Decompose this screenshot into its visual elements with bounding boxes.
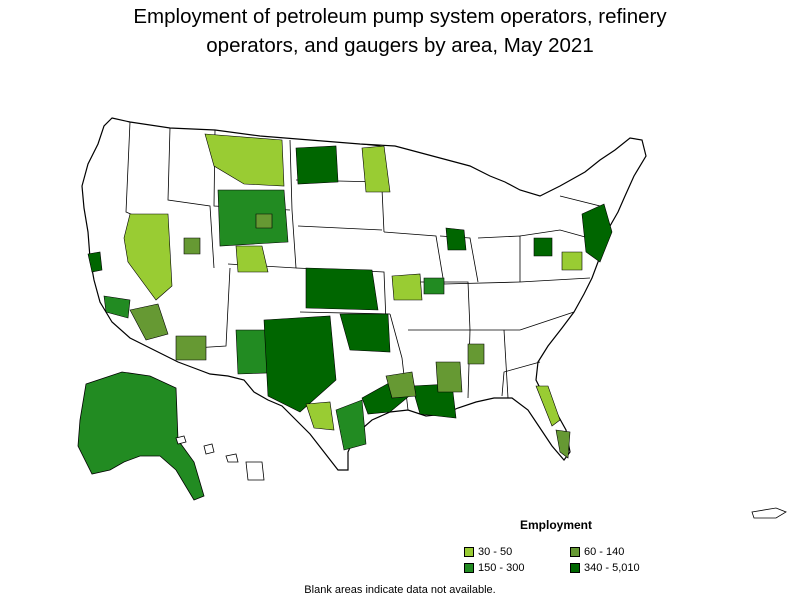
area-west-texas-340 <box>263 315 337 413</box>
area-texas-150-300 <box>335 399 367 451</box>
area-kansas-oklahoma-340 <box>305 267 379 311</box>
puerto-rico-shape <box>751 507 787 519</box>
area-bay-area-340 <box>87 251 103 273</box>
area-wyoming-150-300 <box>217 189 289 247</box>
area-south-texas-30-50 <box>305 401 335 431</box>
title-line-2: operators, and gaugers by area, May 2021 <box>206 34 594 57</box>
legend-label-30-50: 30 - 50 <box>478 546 513 558</box>
area-virginia-30-50 <box>561 251 583 271</box>
legend-label-60-140: 60 - 140 <box>584 546 625 558</box>
title-line-1: Employment of petroleum pump system oper… <box>133 5 667 28</box>
hawaii-island-4 <box>245 461 265 481</box>
area-north-dakota-340 <box>295 145 339 185</box>
area-california-150-300 <box>103 295 131 319</box>
area-missouri-150-300 <box>423 277 445 295</box>
area-minnesota-30-50 <box>361 145 391 193</box>
hawaii <box>175 435 265 481</box>
hawaii-island-2 <box>203 443 215 455</box>
area-louisiana-60-140 <box>385 371 417 399</box>
legend-item-150-300: 150 - 300 <box>464 562 524 574</box>
alaska-150-300 <box>77 371 205 501</box>
chart-title: Employment of petroleum pump system oper… <box>0 2 800 60</box>
area-northeast-340 <box>581 203 613 263</box>
legend-item-60-140: 60 - 140 <box>570 546 624 558</box>
area-alabama-60-140 <box>467 343 485 365</box>
area-nevada-30-50 <box>123 213 173 301</box>
legend-swatch-60-140 <box>570 547 580 557</box>
legend-title: Employment <box>520 518 593 532</box>
footnote: Blank areas indicate data not available. <box>304 584 496 596</box>
area-mississippi-60-140 <box>435 361 463 393</box>
hawaii-island-1 <box>175 435 187 445</box>
legend-label-150-300: 150 - 300 <box>478 562 525 574</box>
area-missouri-30-50 <box>391 273 423 301</box>
area-pennsylvania-340 <box>533 237 553 257</box>
area-montana-30-50 <box>204 133 285 187</box>
area-colorado-30-50 <box>235 245 269 273</box>
area-socal-60-140 <box>129 303 169 341</box>
legend-swatch-150-300 <box>464 563 474 573</box>
area-wyoming-60-140 <box>255 213 273 229</box>
legend-swatch-30-50 <box>464 547 474 557</box>
area-illinois-340 <box>445 227 467 251</box>
legend-label-340-5010: 340 - 5,010 <box>584 562 640 574</box>
area-fills <box>87 133 613 459</box>
area-utah-60-140 <box>183 237 201 255</box>
hawaii-island-3 <box>225 453 239 463</box>
legend-item-340-5010: 340 - 5,010 <box>570 562 640 574</box>
area-oklahoma-340 <box>339 313 391 353</box>
area-florida-30-50 <box>535 385 561 427</box>
alaska <box>77 371 205 501</box>
legend-swatch-340-5010 <box>570 563 580 573</box>
legend-item-30-50: 30 - 50 <box>464 546 512 558</box>
area-arizona-60-140 <box>175 335 207 361</box>
puerto-rico <box>751 507 787 519</box>
area-florida-60-140 <box>555 429 571 459</box>
